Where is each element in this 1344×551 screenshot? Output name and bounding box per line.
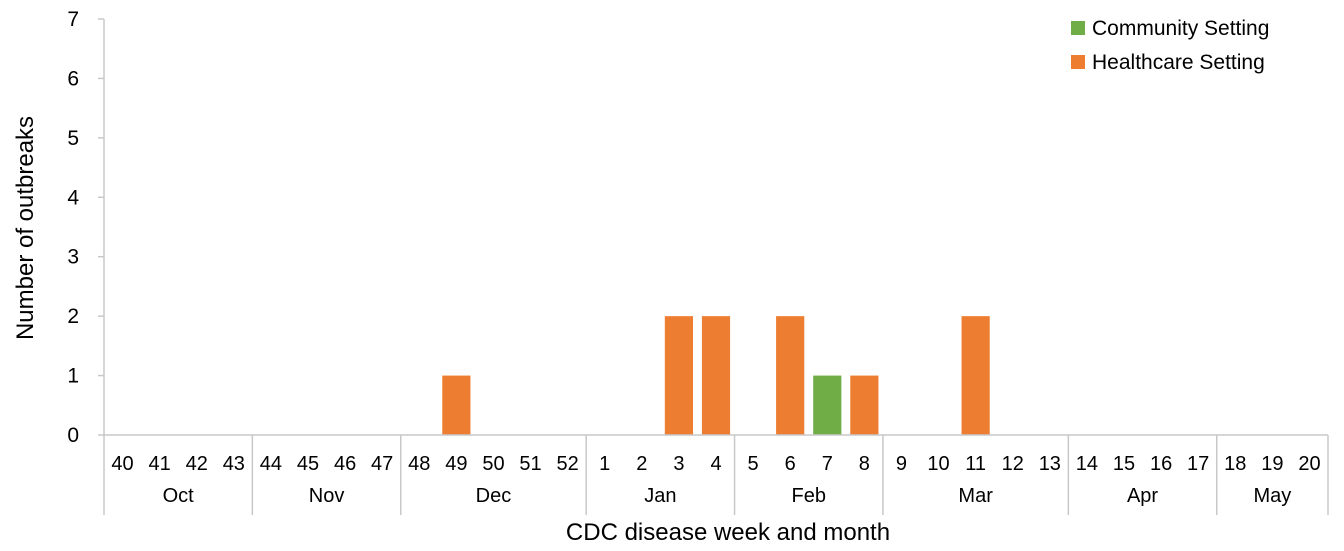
month-label: May bbox=[1253, 485, 1291, 507]
x-tick-label: 4 bbox=[710, 453, 721, 475]
y-tick-label: 7 bbox=[67, 8, 79, 31]
x-tick-label: 48 bbox=[408, 453, 430, 475]
x-tick-label: 14 bbox=[1076, 453, 1098, 475]
x-tick-label: 50 bbox=[482, 453, 504, 475]
month-label: Nov bbox=[309, 485, 345, 507]
x-tick-label: 45 bbox=[297, 453, 319, 475]
legend: Community Setting Healthcare Setting bbox=[1071, 17, 1269, 74]
x-tick-label: 46 bbox=[334, 453, 356, 475]
y-tick-label: 6 bbox=[67, 67, 79, 90]
legend-label: Community Setting bbox=[1092, 17, 1269, 40]
y-tick-label: 2 bbox=[67, 305, 79, 328]
x-tick-label: 5 bbox=[748, 453, 759, 475]
y-axis: 0 1 2 3 4 5 6 7 bbox=[67, 8, 105, 447]
x-tick-label: 19 bbox=[1261, 453, 1283, 475]
bar bbox=[813, 375, 842, 435]
x-tick-label: 11 bbox=[965, 453, 986, 475]
y-tick-label: 4 bbox=[67, 186, 79, 209]
x-tick-label: 9 bbox=[896, 453, 907, 475]
x-tick-label: 12 bbox=[1002, 453, 1024, 475]
month-label: Oct bbox=[163, 485, 195, 507]
bar bbox=[442, 375, 471, 435]
y-tick-label: 5 bbox=[67, 127, 79, 150]
x-tick-label: 40 bbox=[111, 453, 133, 475]
bars bbox=[442, 316, 990, 435]
x-tick-label: 20 bbox=[1298, 453, 1320, 475]
y-tick-label: 3 bbox=[67, 246, 79, 269]
y-tick-label: 1 bbox=[67, 365, 79, 388]
legend-swatch bbox=[1071, 55, 1085, 69]
x-tick-label: 52 bbox=[557, 453, 579, 475]
month-label: Mar bbox=[958, 485, 993, 507]
x-tick-label: 41 bbox=[149, 453, 171, 475]
x-tick-label: 43 bbox=[223, 453, 245, 475]
x-tick-label: 51 bbox=[519, 453, 541, 475]
x-tick-label: 3 bbox=[673, 453, 684, 475]
month-label: Feb bbox=[791, 485, 825, 507]
bar bbox=[961, 316, 990, 435]
month-label: Jan bbox=[644, 485, 676, 507]
x-tick-label: 16 bbox=[1150, 453, 1172, 475]
x-tick-label: 10 bbox=[927, 453, 949, 475]
legend-swatch bbox=[1071, 21, 1085, 35]
bar bbox=[701, 316, 731, 435]
x-tick-label: 44 bbox=[260, 453, 282, 475]
x-tick-label: 15 bbox=[1113, 453, 1135, 475]
x-tick-label: 7 bbox=[822, 453, 833, 475]
bar bbox=[776, 316, 805, 435]
x-tick-label: 2 bbox=[636, 453, 647, 475]
x-tick-label: 8 bbox=[859, 453, 870, 475]
bar bbox=[850, 375, 879, 435]
bar bbox=[664, 316, 694, 435]
month-label: Dec bbox=[476, 485, 512, 507]
x-axis-title: CDC disease week and month bbox=[566, 519, 890, 546]
x-tick-label: 42 bbox=[186, 453, 208, 475]
x-axis: 40 41 42 43 44 45 46 47 48 49 50 51 52 1 2 3 4 5 6 7 8 9 10 11 1… bbox=[103, 434, 1329, 515]
y-axis-title: Number of outbreaks bbox=[12, 116, 39, 340]
x-tick-label: 18 bbox=[1224, 453, 1246, 475]
x-tick-label: 13 bbox=[1039, 453, 1061, 475]
x-tick-label: 17 bbox=[1187, 453, 1209, 475]
y-tick-label: 0 bbox=[67, 424, 79, 447]
x-tick-label: 49 bbox=[445, 453, 467, 475]
month-label: Apr bbox=[1127, 485, 1158, 507]
legend-label: Healthcare Setting bbox=[1092, 51, 1265, 74]
x-tick-label: 1 bbox=[599, 453, 610, 475]
x-tick-label: 6 bbox=[785, 453, 796, 475]
x-tick-label: 47 bbox=[371, 453, 393, 475]
